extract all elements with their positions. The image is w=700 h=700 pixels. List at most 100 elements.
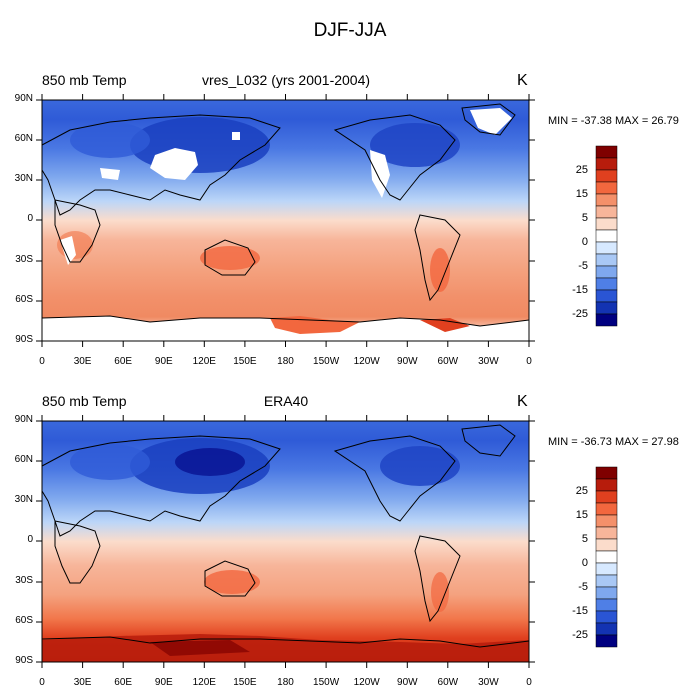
panel2-colorbar-segment xyxy=(595,562,618,576)
panel2-colorbar-segment xyxy=(595,466,618,480)
panel2-australia-outline xyxy=(204,560,256,597)
panel2-colorbar-segment xyxy=(595,550,618,564)
panel1-colorbar-segment xyxy=(595,313,618,327)
figure-title: DJF-JJA xyxy=(313,20,387,41)
panel2-lon-label: 150W xyxy=(313,677,340,688)
panel2-lon-label: 60E xyxy=(114,677,133,688)
panel2-australia-warm xyxy=(204,570,260,594)
panel2-center-title: ERA40 xyxy=(263,393,309,409)
panel2-colorbar-label: 15 xyxy=(575,509,588,521)
panel2-lon-label: 30E xyxy=(73,677,92,688)
panel1-colorbar-segment xyxy=(595,169,618,183)
panel1-iran-missing xyxy=(100,168,120,180)
panel1-lon-label: 60E xyxy=(114,356,133,367)
panel2-colorbar-segment xyxy=(595,502,618,516)
panel1-lon-label: 30W xyxy=(478,356,499,367)
panel1-variable-label: 850 mb Temp xyxy=(42,72,127,88)
panel1-lat-label: 90N xyxy=(14,93,33,104)
panel1-eurasia-outline xyxy=(42,114,281,216)
panel1-colorbar-label: 25 xyxy=(575,164,588,176)
panel2-variable-label: 850 mb Temp xyxy=(42,393,127,409)
panel1-tibet-missing xyxy=(150,148,198,180)
panel2-lat-label: 30S xyxy=(15,575,33,586)
panel2-antarctica-outline xyxy=(42,636,529,648)
panel1-south-africa-missing xyxy=(60,236,76,265)
panel1-colorbar-segment xyxy=(595,145,618,159)
panel2-colorbar xyxy=(595,466,618,648)
panel2-lon-label: 120E xyxy=(192,677,216,688)
panel2-lat-label: 90S xyxy=(15,655,33,666)
panel1-greenland-missing xyxy=(470,108,512,135)
panel2-map xyxy=(41,420,530,663)
panel1-lon-label: 30E xyxy=(73,356,92,367)
panel1-coastlines xyxy=(42,103,529,327)
panel1-colorbar-segment xyxy=(595,181,618,195)
panel2-colorbar-segment xyxy=(595,610,618,624)
panel2-antarctica-warmest xyxy=(150,640,250,656)
panel1-north-america-cold-core xyxy=(370,123,460,167)
panel2-colorbar-segment xyxy=(595,478,618,492)
panel1-colorbar-segment xyxy=(595,193,618,207)
panel2-lat-label: 90N xyxy=(14,414,33,425)
panel2-greenland-outline xyxy=(461,424,516,457)
panel1-lon-label: 180 xyxy=(277,356,294,367)
panel2-colorbar-label: -25 xyxy=(572,629,588,641)
panel1-lat-label: 60N xyxy=(14,133,33,144)
panel1-lon-label: 150E xyxy=(233,356,257,367)
panel1-europe-cold xyxy=(70,122,150,158)
panel1-south-america-outline xyxy=(414,214,461,302)
panel2-colorbar-segment xyxy=(595,622,618,636)
panel2-africa-outline xyxy=(54,520,101,584)
panel2-antarctica-warm xyxy=(42,634,529,662)
panel2-coastlines xyxy=(42,424,529,648)
panel2-colorbar-segment xyxy=(595,574,618,588)
panel2-lon-label: 90W xyxy=(397,677,418,688)
panel2-min-max: MIN = -36.73 MAX = 27.98 xyxy=(548,436,679,448)
panel2-lon-label: 30W xyxy=(478,677,499,688)
panel1-antarctica-outline xyxy=(42,315,529,327)
panel1-colorbar-segment xyxy=(595,289,618,303)
panel1-colorbar-segment xyxy=(595,229,618,243)
panel2-colorbar-segment xyxy=(595,514,618,528)
panel2-europe-cold xyxy=(70,444,150,480)
panel1-lon-label: 90E xyxy=(154,356,173,367)
panel1-antarctic-peninsula-warm xyxy=(420,318,470,332)
panel2-south-america-warm xyxy=(431,572,449,612)
panel2-units: K xyxy=(517,393,528,410)
panel1-colorbar-label: 0 xyxy=(581,236,588,248)
panel2-colorbar-label: -5 xyxy=(578,581,588,593)
panel1-lat-label: 0 xyxy=(27,213,33,224)
panel1-colorbar-segment xyxy=(595,253,618,267)
panel1-rockies-missing xyxy=(370,150,390,198)
panel2-south-america-outline xyxy=(414,535,461,623)
panel1-lon-label: 120E xyxy=(192,356,216,367)
panel1-min-max: MIN = -37.38 MAX = 26.79 xyxy=(548,115,679,127)
panel2-lon-label: 60W xyxy=(437,677,459,688)
panel1-africa-outline xyxy=(54,199,101,263)
panel1-australia-outline xyxy=(204,239,256,276)
panel1-units: K xyxy=(517,72,528,89)
panel1-map xyxy=(41,99,530,342)
panel2-north-america-cold-core xyxy=(380,446,460,486)
panel2-colorbar-segment xyxy=(595,538,618,552)
panel1-colorbar-label: -15 xyxy=(572,284,588,296)
panel2-lon-label: 0 xyxy=(39,677,45,688)
axis-ticks xyxy=(36,94,535,668)
panel2-siberia-coldest xyxy=(175,448,245,476)
panel1-colorbar xyxy=(595,145,618,327)
panel1-lat-label: 60S xyxy=(15,294,33,305)
panel1-lon-label: 120W xyxy=(353,356,380,367)
panel1-lon-label: 150W xyxy=(313,356,340,367)
panel1-lon-label: 60W xyxy=(437,356,459,367)
panel2-colorbar-label: 5 xyxy=(581,533,588,545)
panel2-north-america-outline xyxy=(333,435,456,522)
panel2-colorbar-label: -15 xyxy=(572,605,588,617)
panel2-colorbar-segment xyxy=(595,490,618,504)
panel2-lat-label: 60N xyxy=(14,454,33,465)
panel1-colorbar-segment xyxy=(595,217,618,231)
panel1-colorbar-label: 15 xyxy=(575,188,588,200)
panel1-north-america-outline xyxy=(333,114,456,201)
panel1-colorbar-segment xyxy=(595,277,618,291)
panel2-colorbar-segment xyxy=(595,586,618,600)
